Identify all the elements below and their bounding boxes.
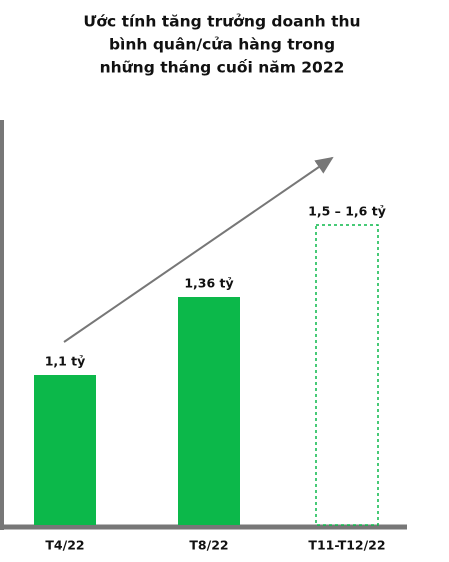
x-tick-label: T11-T12/22	[308, 538, 385, 553]
chart-title: những tháng cuối năm 2022	[100, 58, 345, 77]
value-label: 1,36 tỷ	[184, 276, 233, 291]
bar	[178, 297, 240, 525]
value-label: 1,5 – 1,6 tỷ	[308, 204, 386, 219]
chart-title: bình quân/cửa hàng trong	[109, 36, 335, 54]
chart-title: Ước tính tăng trưởng doanh thu	[83, 13, 360, 31]
bar	[34, 375, 96, 525]
value-label: 1,1 tỷ	[45, 354, 86, 369]
x-tick-label: T4/22	[45, 538, 84, 553]
x-tick-label: T8/22	[189, 538, 228, 553]
bar	[315, 224, 379, 526]
trend-arrow	[63, 156, 334, 343]
